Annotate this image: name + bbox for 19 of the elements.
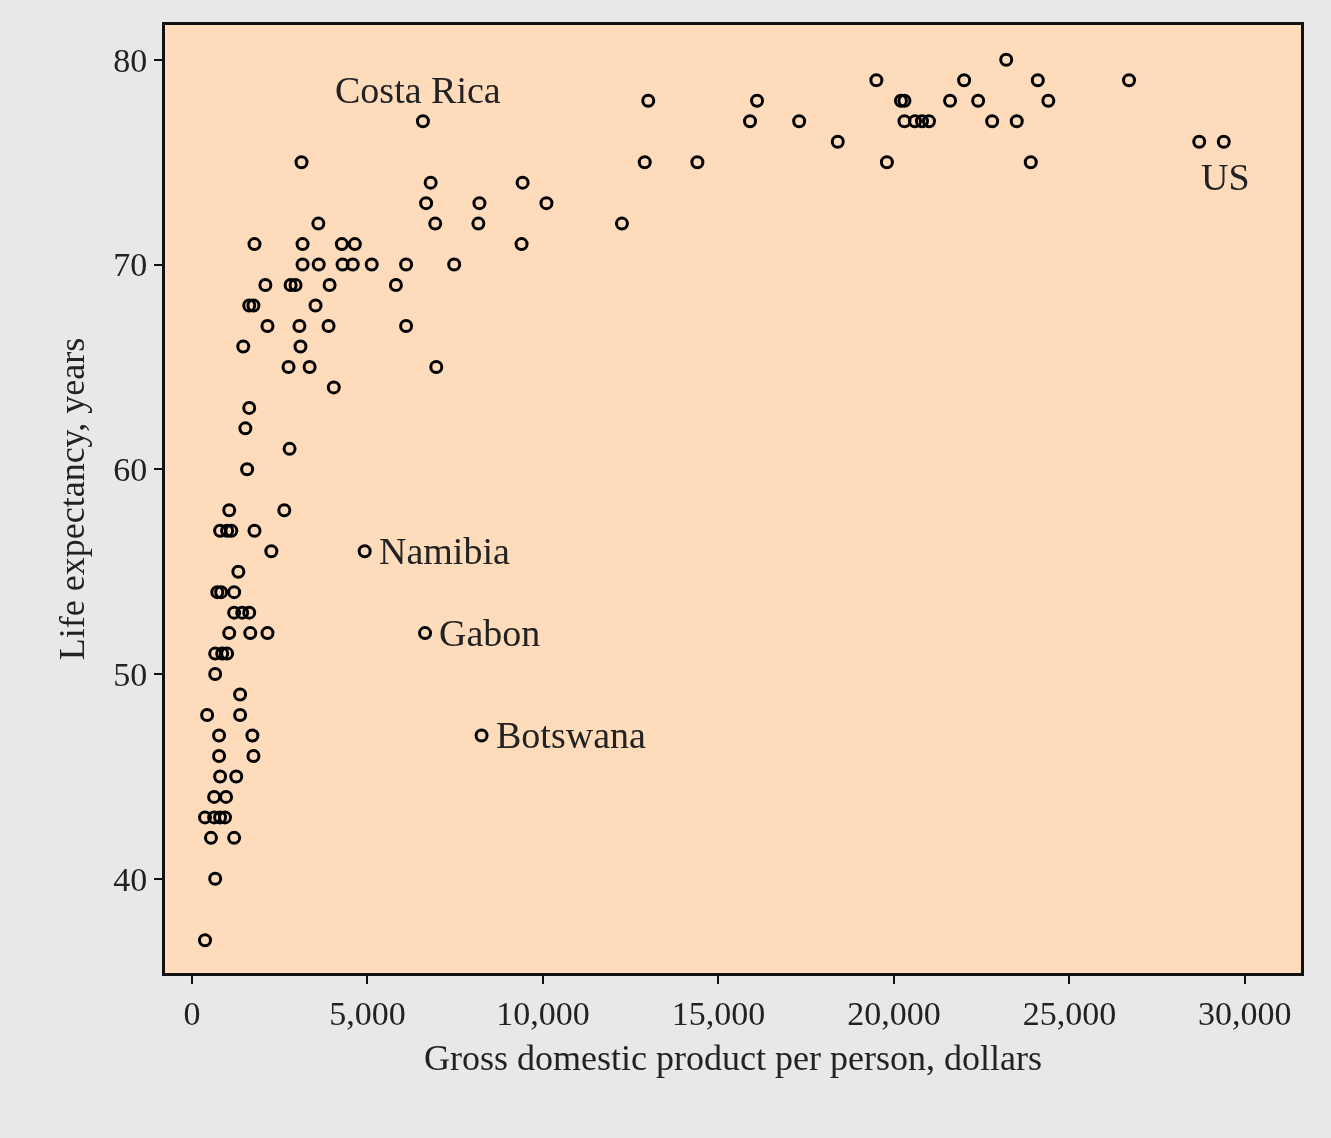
y-tick-label: 70 xyxy=(113,246,148,284)
x-tick-label: 30,000 xyxy=(1198,994,1292,1032)
x-axis-title: Gross domestic product per person, dollars xyxy=(424,1038,1042,1079)
y-axis-title: Life expectancy, years xyxy=(52,337,93,661)
annotation: Namibia xyxy=(379,530,510,572)
annotation: US xyxy=(1201,156,1250,198)
x-tick-label: 5,000 xyxy=(329,994,406,1032)
x-tick-label: 10,000 xyxy=(496,994,590,1032)
annotation: Costa Rica xyxy=(335,69,501,111)
x-tick-label: 15,000 xyxy=(671,994,766,1032)
x-tick-label: 25,000 xyxy=(1022,994,1117,1032)
x-tick-label: 20,000 xyxy=(847,994,941,1032)
y-tick-label: 40 xyxy=(113,860,148,898)
y-tick-label: 80 xyxy=(113,41,148,79)
annotation: Botswana xyxy=(496,714,646,756)
y-tick-label: 50 xyxy=(113,655,148,693)
x-tick-label: 0 xyxy=(183,994,201,1032)
annotation: Gabon xyxy=(439,612,541,654)
y-tick-label: 60 xyxy=(113,451,148,489)
